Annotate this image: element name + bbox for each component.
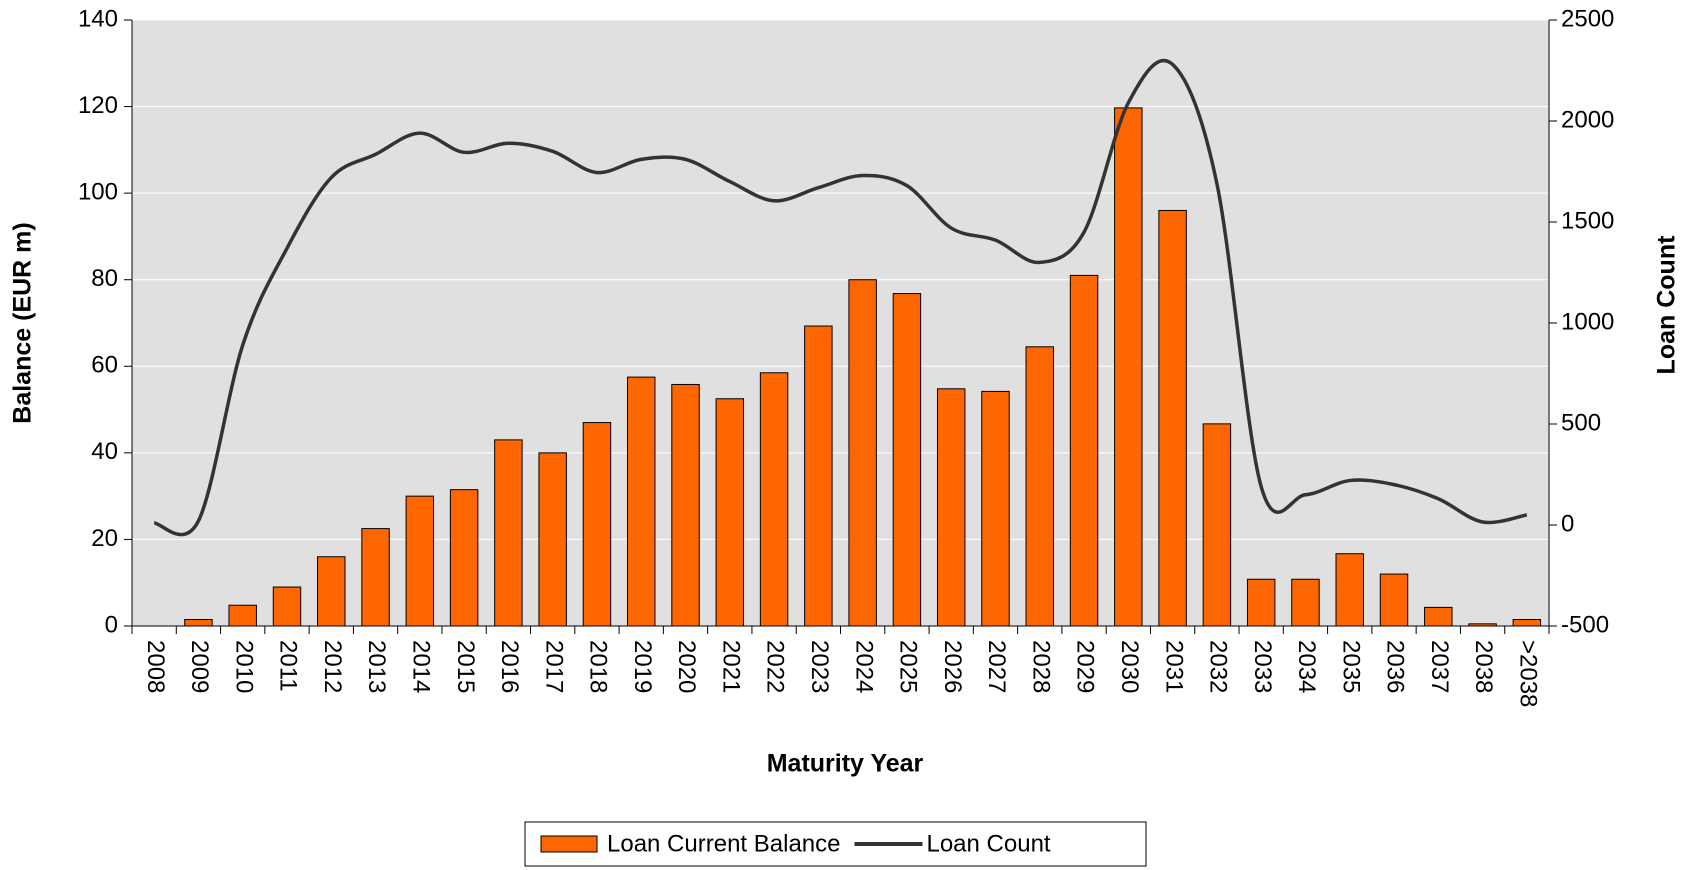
x-tick-label: 2034 (1293, 640, 1320, 693)
y-tick-label: 120 (78, 92, 118, 119)
x-tick-label: 2015 (452, 640, 479, 693)
y2-tick-label: 500 (1561, 409, 1601, 436)
bar (759, 372, 789, 627)
bar (892, 293, 922, 627)
bar (1025, 346, 1054, 627)
bar (1069, 274, 1099, 627)
x-tick-label: 2036 (1382, 640, 1409, 693)
bar (1158, 209, 1187, 627)
x-tick-label: 2028 (1027, 640, 1054, 693)
bar (1424, 606, 1453, 627)
bar (1379, 573, 1409, 627)
x-tick-label: 2025 (895, 640, 922, 693)
bar (538, 452, 567, 627)
x-tick-label: 2021 (717, 640, 744, 693)
x-tick-label: 2012 (319, 640, 346, 693)
y-tick-label: 40 (91, 438, 118, 465)
y2-tick-label: 2500 (1561, 5, 1614, 32)
legend-box (524, 821, 1147, 867)
x-tick-label: 2014 (407, 640, 434, 693)
bar (1202, 423, 1232, 627)
bar (804, 325, 833, 627)
bar (1114, 107, 1143, 627)
x-tick-label: 2011 (275, 640, 302, 692)
x-tick-label: 2027 (983, 640, 1010, 693)
x-tick-label: 2010 (230, 640, 257, 693)
bar (627, 376, 656, 627)
x-tick-label: 2029 (1072, 640, 1099, 693)
x-tick-label: 2038 (1470, 640, 1497, 693)
y2-tick-label: 1000 (1561, 308, 1614, 335)
bar (184, 619, 213, 627)
bar (981, 390, 1010, 627)
bar (1291, 578, 1320, 627)
y-tick-label: 60 (91, 352, 118, 379)
y-axis-title: Balance (EUR m) (9, 222, 37, 423)
x-tick-label: 2016 (496, 640, 523, 693)
x-tick-label: 2024 (850, 640, 877, 693)
legend-swatch (540, 835, 598, 853)
x-axis-title: Maturity Year (767, 750, 924, 778)
x-tick-label: 2019 (629, 640, 656, 693)
x-tick-label: 2033 (1249, 640, 1276, 693)
bar (1335, 553, 1364, 627)
x-tick-label: 2026 (939, 640, 966, 693)
bar (848, 279, 877, 627)
x-tick-label: 2037 (1426, 640, 1453, 693)
y-tick-label: 100 (78, 178, 118, 205)
x-tick-label: 2020 (673, 640, 700, 693)
bar (272, 586, 302, 627)
y2-axis-title: Loan Count (1653, 235, 1681, 375)
x-tick-label: 2008 (142, 640, 169, 693)
bar (405, 495, 435, 627)
bar (582, 422, 612, 627)
y-tick-label: 0 (105, 611, 118, 638)
y2-tick-label: 0 (1561, 510, 1574, 537)
x-tick-label: >2038 (1515, 640, 1542, 707)
bar (671, 383, 700, 627)
x-tick-label: 2030 (1116, 640, 1143, 693)
x-tick-label: 2032 (1205, 640, 1232, 693)
line (153, 58, 1528, 537)
bar (715, 398, 745, 627)
bar (494, 439, 523, 627)
x-tick-label: 2018 (585, 640, 612, 693)
bar (228, 604, 257, 627)
legend-label: Loan Count (926, 830, 1050, 857)
y2-tick-label: 2000 (1561, 106, 1614, 133)
plot-area (132, 20, 1549, 626)
bar (1468, 623, 1497, 627)
x-tick-label: 2023 (806, 640, 833, 693)
y-tick-label: 80 (91, 265, 118, 292)
x-tick-label: 2022 (762, 640, 789, 693)
bar (936, 388, 966, 627)
bar (317, 556, 346, 627)
y-tick-label: 20 (91, 525, 118, 552)
y2-tick-label: -500 (1561, 611, 1609, 638)
x-tick-label: 2035 (1337, 640, 1364, 693)
x-tick-label: 2013 (363, 640, 390, 693)
bar (449, 489, 479, 627)
y-tick-label: 140 (78, 5, 118, 32)
x-tick-label: 2009 (186, 640, 213, 693)
bar (361, 528, 390, 627)
x-tick-label: 2017 (540, 640, 567, 693)
bar (1246, 578, 1276, 627)
x-tick-label: 2031 (1160, 640, 1187, 693)
y2-tick-label: 1500 (1561, 207, 1614, 234)
bar (1512, 619, 1542, 627)
legend-label: Loan Current Balance (607, 830, 840, 857)
